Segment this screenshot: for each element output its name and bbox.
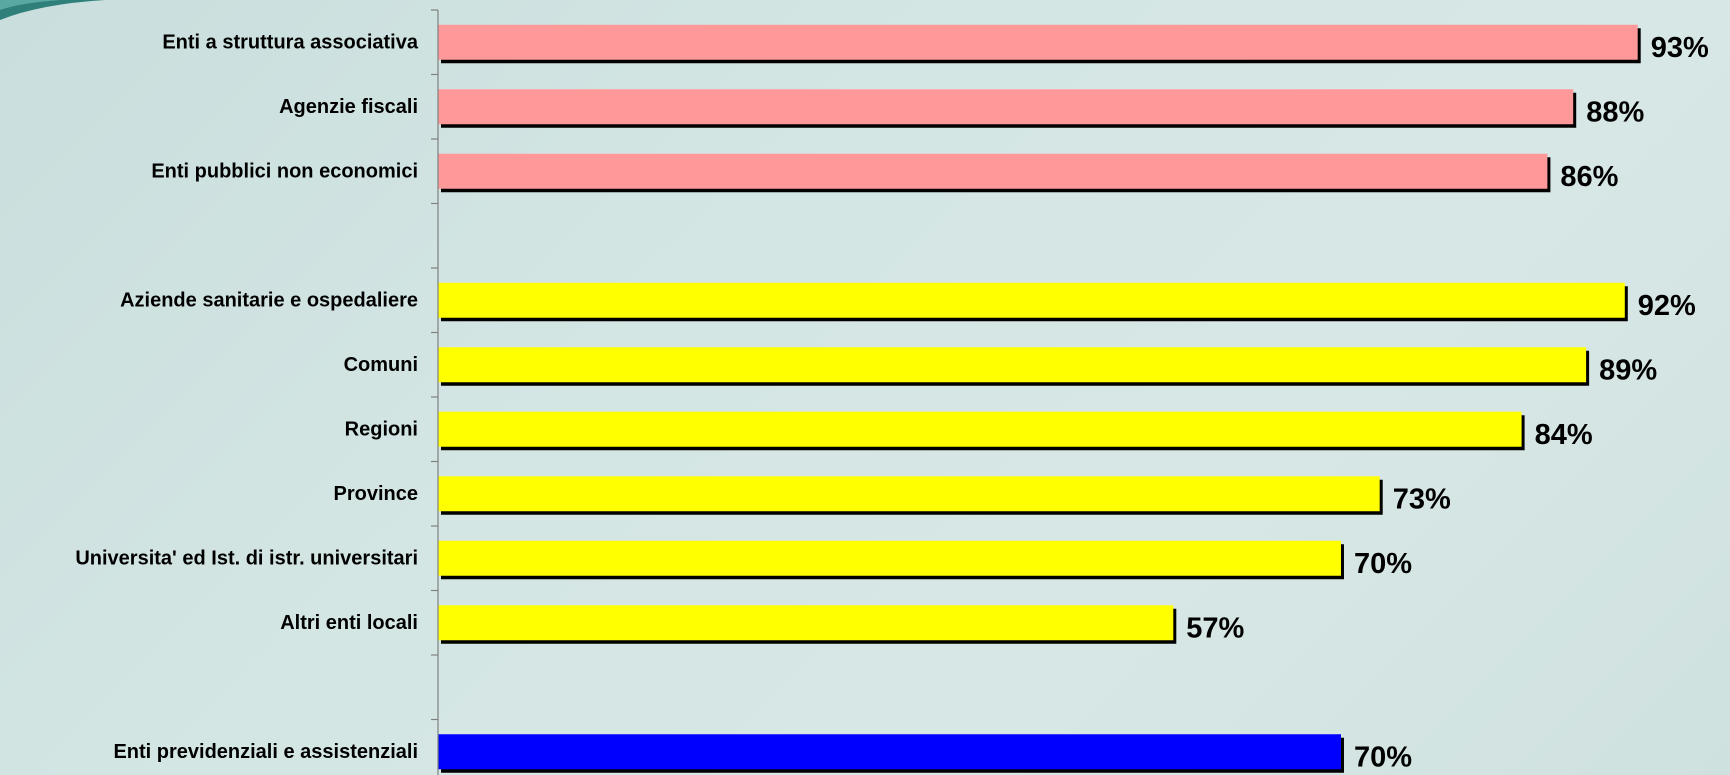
bar-6 [438, 476, 1380, 512]
value-label-2: 86% [1560, 161, 1618, 193]
category-label-5: Regioni [345, 419, 418, 441]
bars-layer [438, 24, 1641, 773]
category-label-9: Enti previdenziali e assistenziali [113, 741, 418, 763]
labels-layer: Enti a struttura associativa 93% Agenzie f… [75, 32, 1709, 774]
category-label-6: Province [334, 483, 418, 505]
bar-8 [438, 605, 1174, 641]
value-label-6: 73% [1393, 483, 1451, 515]
category-label-4: Comuni [344, 354, 418, 376]
category-label-0: Enti a struttura associativa [162, 32, 419, 54]
corner-swoosh-decoration [0, 0, 105, 20]
value-label-3: 92% [1638, 290, 1696, 322]
bar-0 [438, 24, 1638, 60]
category-label-7: Universita' ed Ist. di istr. universitar… [75, 548, 418, 570]
value-label-8: 57% [1186, 612, 1244, 644]
category-label-3: Aziende sanitarie e ospedaliere [120, 290, 418, 312]
value-label-0: 93% [1651, 32, 1709, 64]
corner-swoosh-highlight [0, 0, 60, 10]
bar-3 [438, 282, 1625, 318]
bar-9 [438, 734, 1341, 770]
value-label-4: 89% [1599, 354, 1657, 386]
value-label-1: 88% [1586, 96, 1644, 128]
bar-7 [438, 540, 1341, 576]
bar-1 [438, 89, 1574, 125]
category-label-8: Altri enti locali [280, 612, 418, 634]
value-label-5: 84% [1535, 419, 1593, 451]
value-label-9: 70% [1354, 741, 1412, 773]
category-label-2: Enti pubblici non economici [151, 161, 418, 183]
bar-4 [438, 347, 1587, 383]
category-axis-ticks [431, 9, 438, 721]
value-label-7: 70% [1354, 548, 1412, 580]
bar-5 [438, 411, 1522, 447]
category-label-1: Agenzie fiscali [279, 96, 418, 118]
bar-2 [438, 153, 1548, 189]
